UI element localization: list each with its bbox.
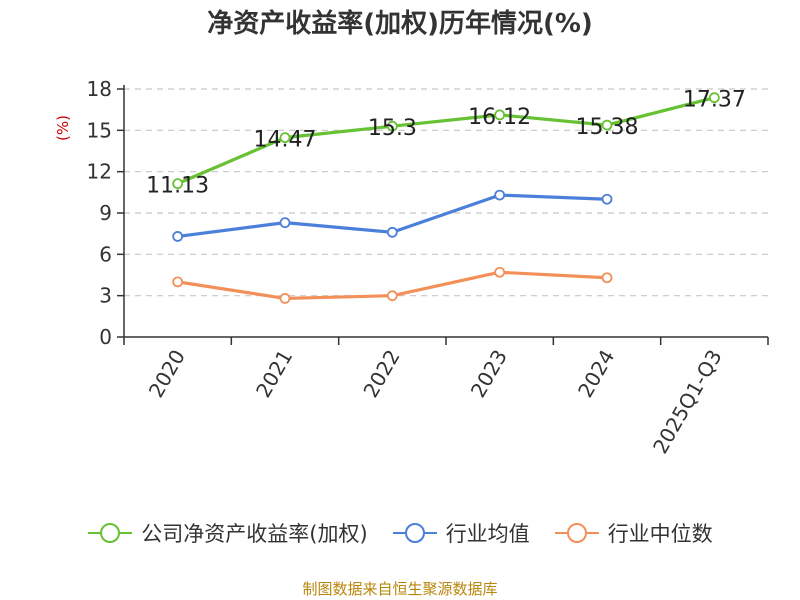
y-tick-label: 18 <box>87 77 112 101</box>
series-line-0 <box>177 96 715 186</box>
data-label: 15.3 <box>368 116 417 141</box>
chart-legend: 公司净资产收益率(加权) 行业均值 行业中位数 <box>0 518 800 548</box>
y-axis-label: (%) <box>54 115 72 141</box>
x-tick-label: 2024 <box>573 346 619 402</box>
data-label: 16.12 <box>468 105 531 130</box>
legend-item[interactable]: 公司净资产收益率(加权) <box>87 518 368 548</box>
data-point <box>601 193 613 205</box>
data-point <box>279 132 291 144</box>
y-tick-label: 6 <box>99 242 112 266</box>
data-point <box>708 92 720 104</box>
data-point <box>172 231 184 242</box>
data-point <box>601 272 613 284</box>
legend-line-marker-icon <box>554 523 599 543</box>
x-tick-label: 2021 <box>251 346 297 402</box>
data-point <box>386 290 398 302</box>
y-tick-label: 15 <box>87 118 112 142</box>
chart-title: 净资产收益率(加权)历年情况(%) <box>207 9 593 39</box>
data-point <box>494 189 506 201</box>
legend-label: 行业均值 <box>445 522 530 546</box>
legend-item[interactable]: 行业中位数 <box>554 518 713 548</box>
y-tick-label: 12 <box>87 160 112 184</box>
y-tick-label: 9 <box>99 201 112 225</box>
data-point <box>494 266 506 278</box>
legend-item[interactable]: 行业均值 <box>392 518 530 548</box>
data-point <box>172 276 184 288</box>
x-tick-label: 2023 <box>466 345 512 401</box>
data-point <box>601 119 613 131</box>
y-tick-label: 0 <box>99 325 112 349</box>
data-point <box>279 293 291 304</box>
legend-label: 公司净资产收益率(加权) <box>141 522 368 546</box>
source-note: 制图数据来自恒生聚源数据库 <box>302 580 498 598</box>
legend-line-marker-icon <box>392 523 437 543</box>
data-point <box>279 217 291 229</box>
data-label: 11.13 <box>146 174 209 199</box>
data-label: 15.38 <box>576 115 639 140</box>
x-tick-label: 2020 <box>144 346 190 402</box>
data-label: 17.37 <box>683 88 746 113</box>
data-point <box>386 120 398 132</box>
y-tick-label: 3 <box>99 284 112 308</box>
legend-label: 行业中位数 <box>607 522 713 546</box>
data-point <box>494 109 506 121</box>
x-tick-label: 2022 <box>358 346 404 402</box>
x-tick-label: 2025Q1-Q3 <box>648 346 727 458</box>
data-point <box>386 226 398 238</box>
data-point <box>172 178 184 190</box>
legend-line-marker-icon <box>88 523 133 543</box>
data-label: 14.47 <box>254 128 317 153</box>
